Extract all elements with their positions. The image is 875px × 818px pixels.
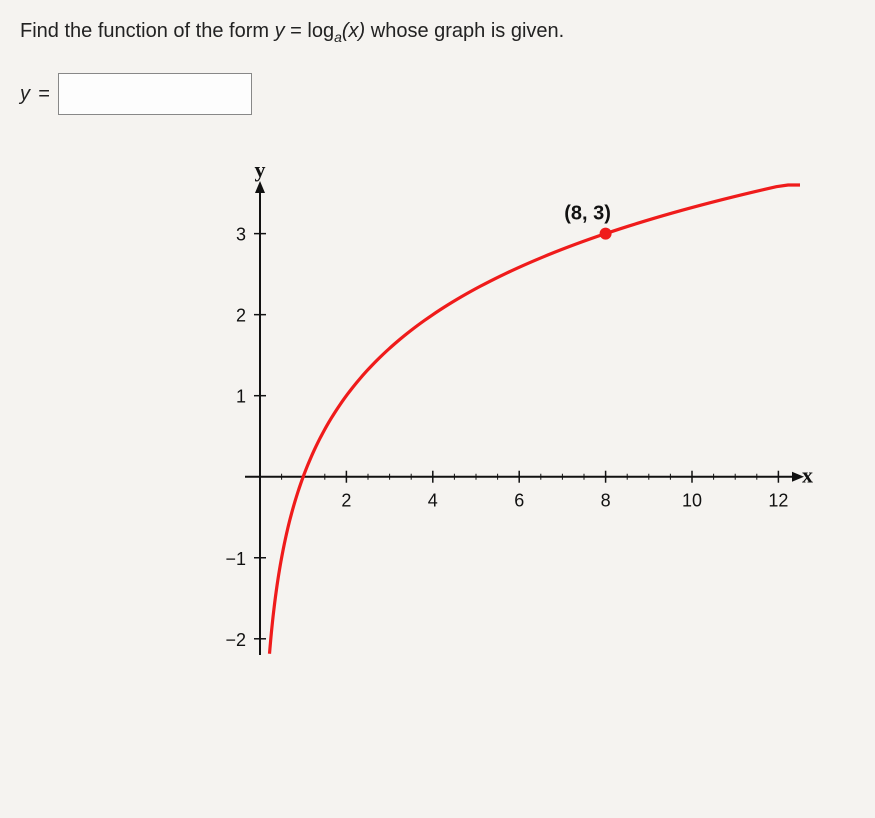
question-suffix: whose graph is given. (365, 20, 564, 42)
answer-input[interactable] (58, 73, 252, 115)
answer-row: y = (20, 73, 855, 115)
log-chart: yx24681012−2−1123(8, 3) (180, 155, 820, 715)
chart-container: yx24681012−2−1123(8, 3) (180, 155, 820, 715)
y-axis-label: y (255, 157, 266, 182)
x-tick-label: 4 (428, 491, 438, 511)
answer-label-eq: = (38, 83, 50, 106)
question-prefix: Find the function of the form (20, 20, 275, 42)
x-axis-label: x (802, 463, 813, 488)
y-tick-label: 2 (236, 306, 246, 326)
y-arrow (255, 181, 265, 193)
x-tick-label: 10 (682, 491, 702, 511)
point-label: (8, 3) (564, 203, 611, 225)
eq-fn: log (307, 20, 334, 42)
y-tick-label: 1 (236, 387, 246, 407)
y-tick-label: −1 (225, 549, 246, 569)
answer-label-lhs: y (20, 83, 30, 106)
x-tick-label: 12 (768, 491, 788, 511)
x-tick-label: 8 (601, 491, 611, 511)
x-tick-label: 2 (341, 491, 351, 511)
y-tick-label: −2 (225, 630, 246, 650)
marked-point (600, 228, 612, 240)
question-text: Find the function of the form y = loga(x… (20, 20, 855, 45)
eq-eq: = (285, 20, 308, 42)
eq-sub: a (334, 29, 342, 45)
y-tick-label: 3 (236, 225, 246, 245)
x-tick-label: 6 (514, 491, 524, 511)
eq-lhs: y (275, 20, 285, 42)
eq-arg: (x) (342, 20, 365, 42)
log-curve (270, 185, 801, 654)
